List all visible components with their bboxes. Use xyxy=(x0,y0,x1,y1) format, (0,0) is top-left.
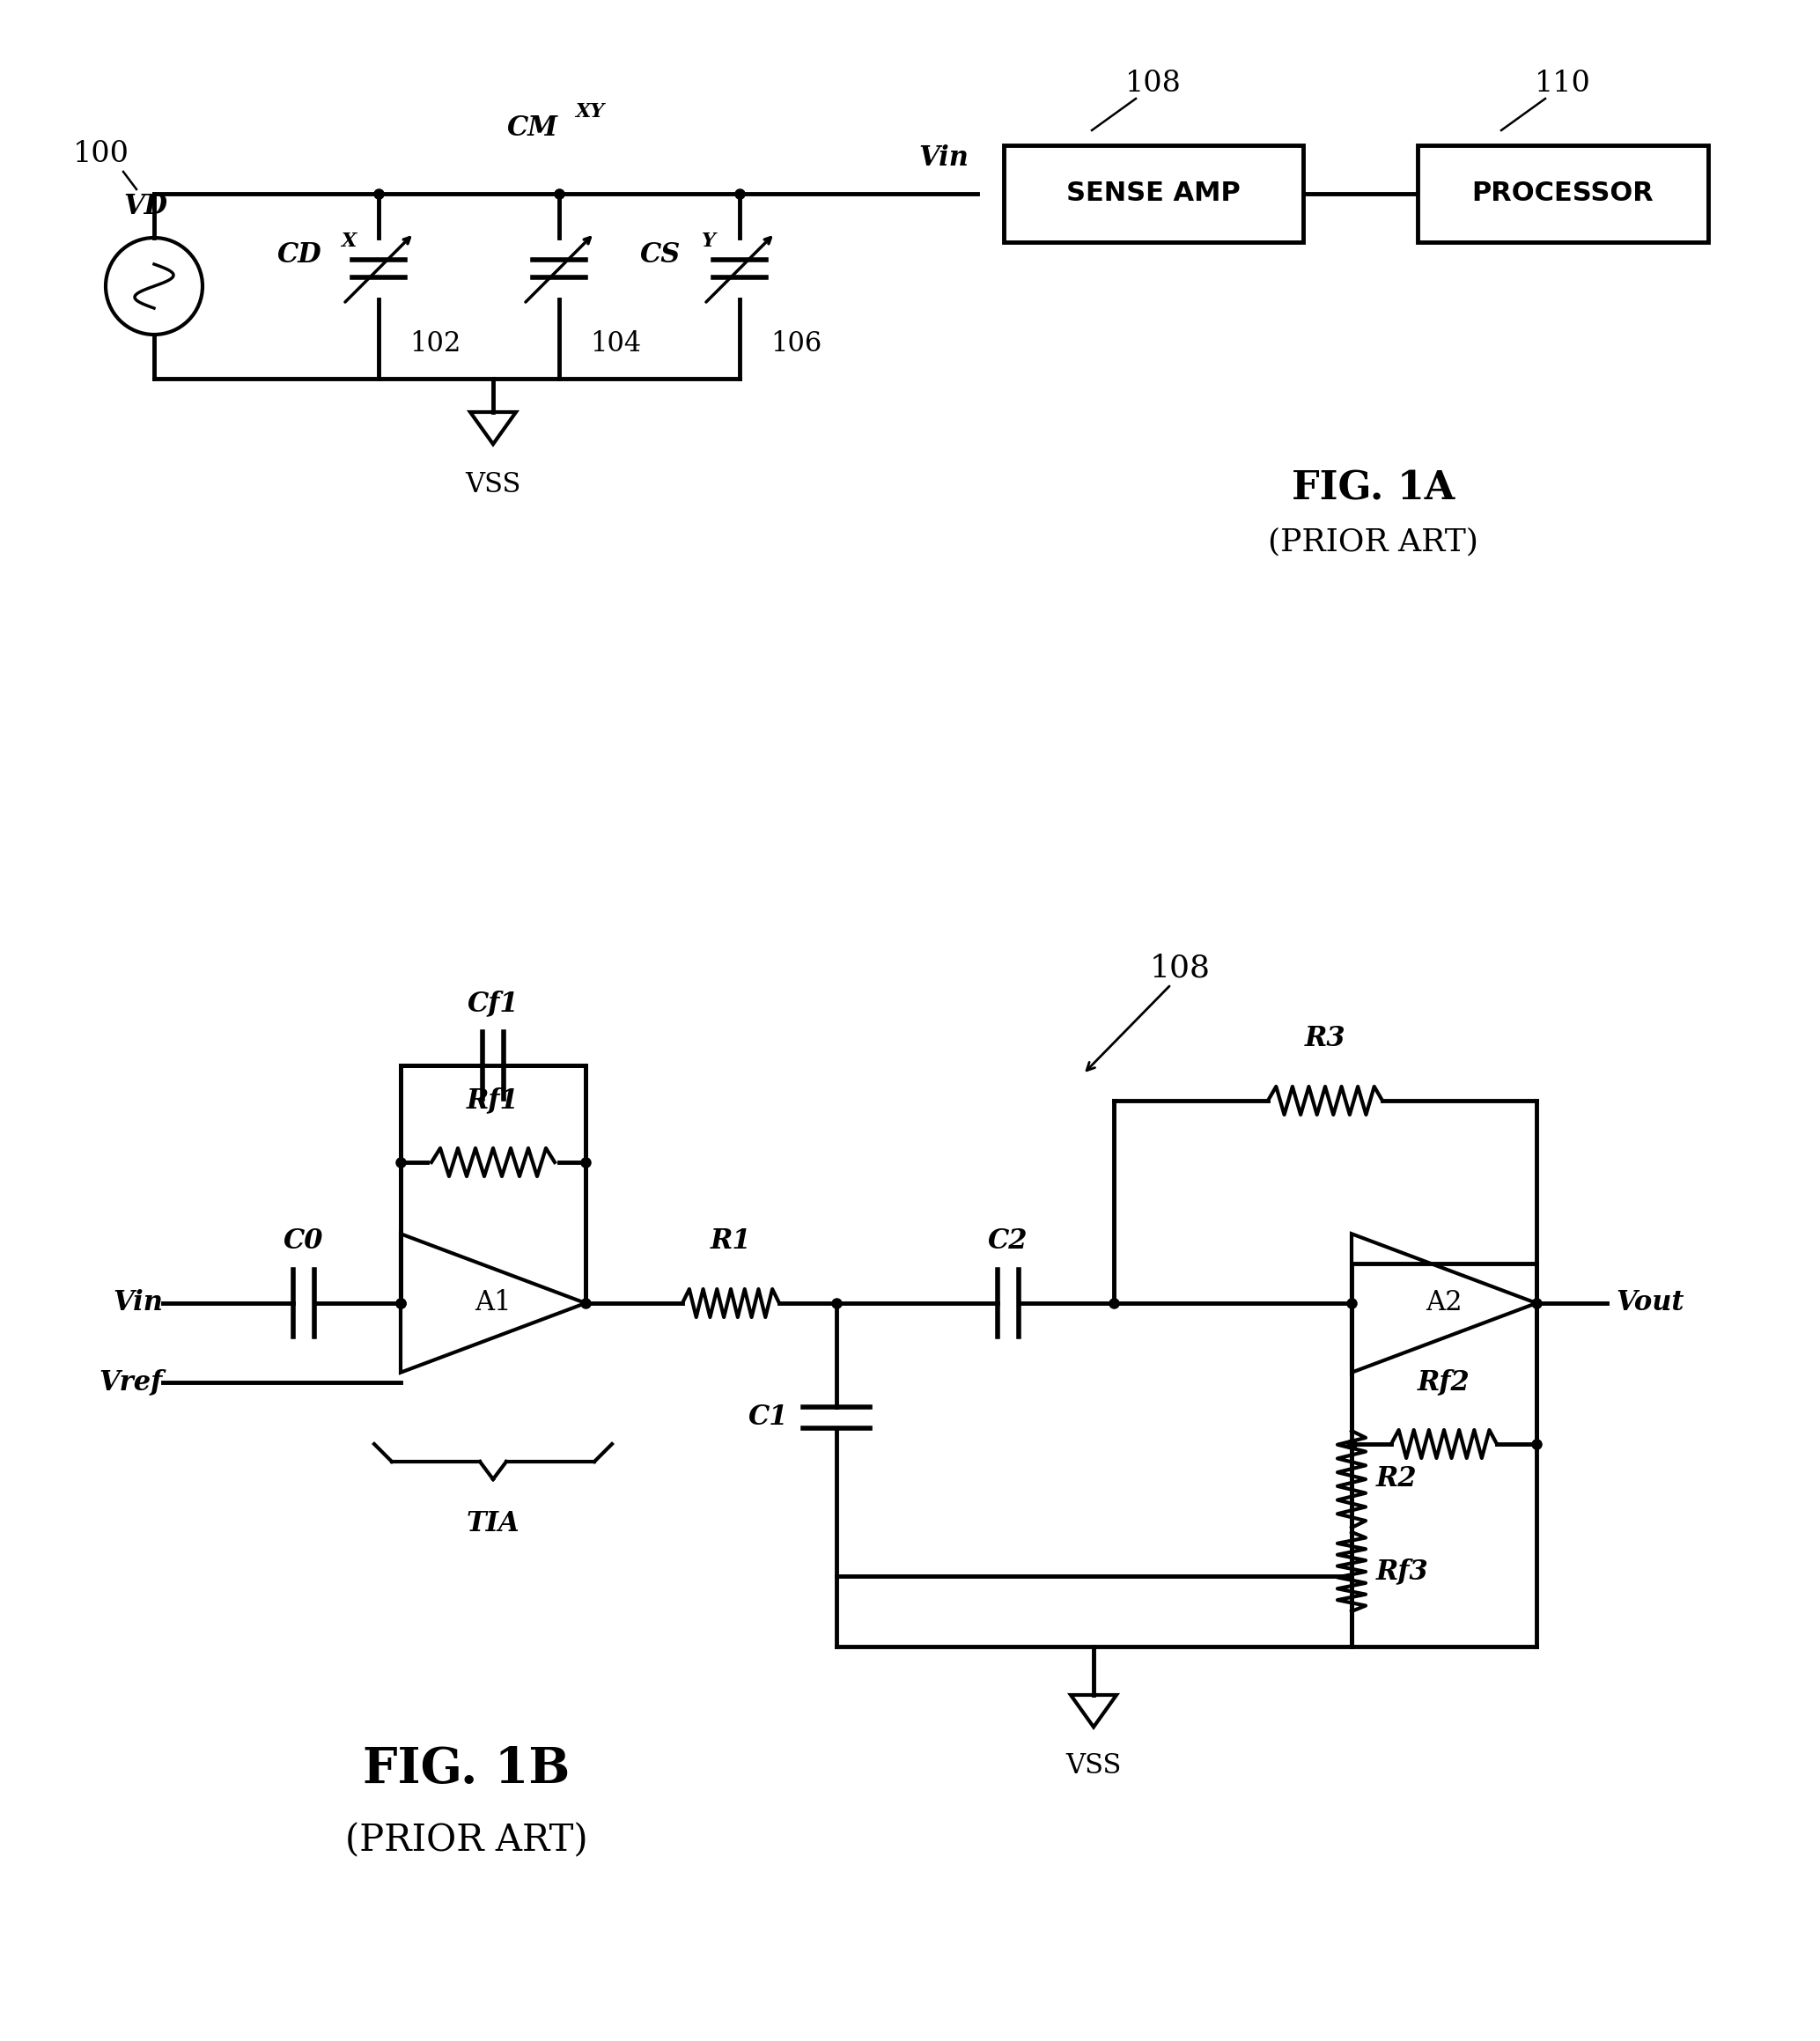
Text: VD: VD xyxy=(124,192,167,220)
Text: XY: XY xyxy=(575,102,604,122)
Text: Vin: Vin xyxy=(113,1290,164,1316)
Bar xyxy=(1005,145,1303,243)
Text: Vref: Vref xyxy=(100,1370,164,1396)
Text: 104: 104 xyxy=(590,331,641,357)
Text: Cf1: Cf1 xyxy=(468,990,519,1016)
Text: CD: CD xyxy=(277,241,322,269)
Text: Rf3: Rf3 xyxy=(1376,1557,1429,1586)
Text: Rf1: Rf1 xyxy=(466,1086,519,1114)
Text: R2: R2 xyxy=(1376,1465,1418,1492)
Text: Y: Y xyxy=(703,231,715,251)
Text: 108: 108 xyxy=(1150,953,1210,984)
Text: (PRIOR ART): (PRIOR ART) xyxy=(1269,527,1480,557)
Text: (PRIOR ART): (PRIOR ART) xyxy=(346,1823,588,1859)
Text: 100: 100 xyxy=(73,141,129,167)
Text: FIG. 1A: FIG. 1A xyxy=(1292,469,1456,508)
Text: VSS: VSS xyxy=(1067,1751,1121,1780)
Text: VSS: VSS xyxy=(466,471,521,498)
Text: A1: A1 xyxy=(475,1290,511,1316)
Text: C2: C2 xyxy=(988,1227,1028,1255)
Text: X: X xyxy=(340,231,357,251)
Bar xyxy=(1418,145,1709,243)
Text: A2: A2 xyxy=(1425,1290,1461,1316)
Text: Vin: Vin xyxy=(919,145,968,171)
Text: CM: CM xyxy=(508,114,559,141)
Text: FIG. 1B: FIG. 1B xyxy=(362,1745,570,1794)
Text: Rf2: Rf2 xyxy=(1418,1367,1471,1396)
Text: R3: R3 xyxy=(1305,1025,1345,1053)
Text: 108: 108 xyxy=(1125,69,1181,98)
Text: PROCESSOR: PROCESSOR xyxy=(1472,182,1654,206)
Text: 102: 102 xyxy=(410,331,460,357)
Text: TIA: TIA xyxy=(466,1510,521,1537)
Text: CS: CS xyxy=(641,241,681,269)
Text: C0: C0 xyxy=(284,1227,324,1255)
Text: 110: 110 xyxy=(1534,69,1591,98)
Text: Vout: Vout xyxy=(1616,1290,1684,1316)
Text: SENSE AMP: SENSE AMP xyxy=(1067,182,1241,206)
Text: R1: R1 xyxy=(710,1227,752,1255)
Text: C1: C1 xyxy=(748,1404,788,1431)
Text: 106: 106 xyxy=(770,331,821,357)
